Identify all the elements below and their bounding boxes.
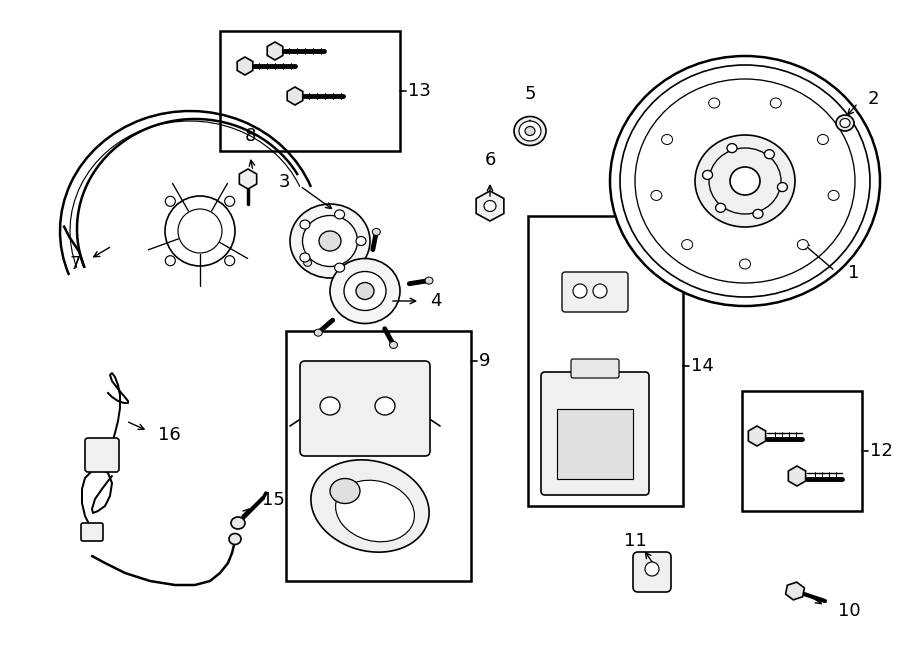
Ellipse shape — [344, 272, 386, 311]
Text: 10: 10 — [838, 602, 860, 620]
Ellipse shape — [727, 143, 737, 153]
Circle shape — [225, 256, 235, 266]
Ellipse shape — [330, 479, 360, 504]
Text: 4: 4 — [430, 292, 442, 310]
FancyBboxPatch shape — [633, 552, 671, 592]
Ellipse shape — [764, 149, 774, 159]
Ellipse shape — [314, 329, 322, 336]
Ellipse shape — [303, 259, 311, 266]
Circle shape — [225, 196, 235, 206]
FancyBboxPatch shape — [300, 361, 430, 456]
Ellipse shape — [703, 171, 713, 179]
Ellipse shape — [740, 259, 751, 269]
Ellipse shape — [229, 533, 241, 545]
Polygon shape — [267, 42, 283, 60]
Polygon shape — [476, 191, 504, 221]
Ellipse shape — [797, 239, 808, 250]
Text: 14: 14 — [691, 357, 714, 375]
Ellipse shape — [231, 517, 245, 529]
Ellipse shape — [330, 258, 400, 323]
Circle shape — [645, 562, 659, 576]
Ellipse shape — [300, 220, 310, 229]
Circle shape — [166, 196, 176, 206]
FancyBboxPatch shape — [562, 272, 628, 312]
Text: 12: 12 — [870, 442, 893, 460]
Ellipse shape — [681, 239, 693, 250]
Ellipse shape — [695, 135, 795, 227]
Ellipse shape — [373, 229, 381, 235]
Ellipse shape — [828, 190, 839, 200]
Ellipse shape — [319, 231, 341, 251]
Text: 6: 6 — [484, 151, 496, 169]
Ellipse shape — [390, 342, 398, 348]
Ellipse shape — [300, 253, 310, 262]
FancyBboxPatch shape — [541, 372, 649, 495]
Ellipse shape — [335, 263, 345, 272]
Text: 3: 3 — [278, 173, 290, 191]
Ellipse shape — [651, 190, 661, 200]
FancyBboxPatch shape — [85, 438, 119, 472]
Bar — [742, 391, 862, 511]
Bar — [286, 331, 471, 581]
Ellipse shape — [840, 118, 850, 128]
Ellipse shape — [336, 481, 414, 542]
Polygon shape — [786, 582, 805, 600]
Circle shape — [166, 256, 176, 266]
FancyBboxPatch shape — [81, 523, 103, 541]
Ellipse shape — [425, 277, 433, 284]
Ellipse shape — [753, 210, 763, 218]
Ellipse shape — [519, 121, 541, 141]
Bar — [557, 409, 633, 479]
Ellipse shape — [525, 126, 535, 136]
Circle shape — [593, 284, 607, 298]
Ellipse shape — [320, 397, 340, 415]
Ellipse shape — [310, 460, 429, 552]
Bar — [528, 216, 683, 506]
Ellipse shape — [716, 204, 725, 212]
Ellipse shape — [514, 116, 546, 145]
Text: 2: 2 — [868, 90, 879, 108]
Ellipse shape — [610, 56, 880, 306]
Ellipse shape — [817, 134, 828, 145]
Text: 5: 5 — [524, 85, 536, 103]
Text: 11: 11 — [624, 532, 646, 550]
Text: 8: 8 — [244, 127, 256, 145]
Text: 7: 7 — [69, 255, 81, 273]
Polygon shape — [239, 169, 256, 189]
Text: 16: 16 — [158, 426, 181, 444]
Text: 1: 1 — [848, 264, 860, 282]
Ellipse shape — [836, 115, 854, 131]
Ellipse shape — [770, 98, 781, 108]
Polygon shape — [748, 426, 766, 446]
Polygon shape — [287, 87, 302, 105]
Ellipse shape — [356, 282, 374, 299]
Circle shape — [573, 284, 587, 298]
Polygon shape — [238, 57, 253, 75]
Ellipse shape — [484, 200, 496, 212]
Text: 13: 13 — [408, 82, 431, 100]
Polygon shape — [788, 466, 806, 486]
Ellipse shape — [708, 98, 720, 108]
Ellipse shape — [778, 182, 788, 192]
Ellipse shape — [290, 204, 370, 278]
Text: 15: 15 — [262, 491, 285, 509]
Ellipse shape — [662, 134, 672, 145]
Ellipse shape — [356, 237, 366, 245]
Ellipse shape — [302, 215, 357, 266]
Ellipse shape — [730, 167, 760, 195]
Ellipse shape — [375, 397, 395, 415]
Ellipse shape — [335, 210, 345, 219]
Text: 9: 9 — [479, 352, 490, 370]
FancyBboxPatch shape — [571, 359, 619, 378]
Bar — [220, 31, 400, 151]
